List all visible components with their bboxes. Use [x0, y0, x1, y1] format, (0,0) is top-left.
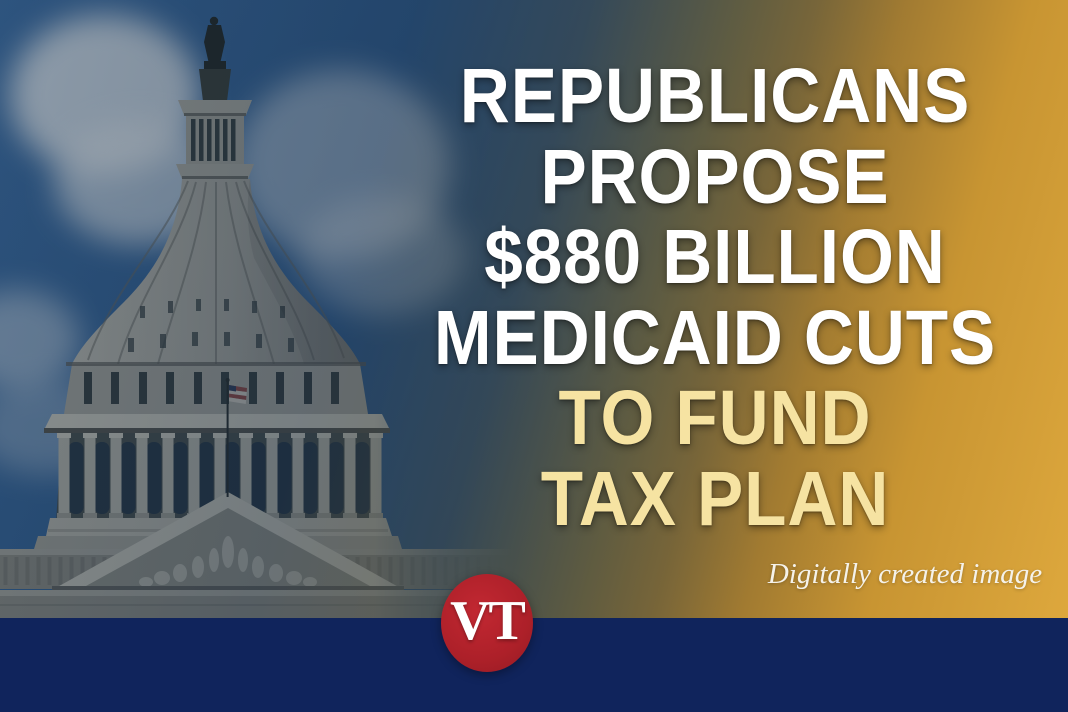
headline-line: REPUBLICANS — [459, 53, 971, 139]
headline-line: PROPOSE — [540, 133, 890, 220]
footer-bar — [0, 618, 1068, 712]
headline-line: MEDICAID CUTS — [433, 294, 997, 381]
credit-text: Digitally created image — [767, 558, 1043, 590]
vt-logo: VT — [441, 574, 533, 672]
vt-logo-text: VT — [450, 590, 526, 652]
headline: REPUBLICANS PROPOSE $880 BILLION MEDICAI… — [398, 56, 1032, 539]
headline-line: $880 BILLION — [484, 214, 946, 300]
headline-line-gold: TO FUND — [558, 375, 872, 461]
headline-line-gold: TAX PLAN — [540, 455, 890, 542]
